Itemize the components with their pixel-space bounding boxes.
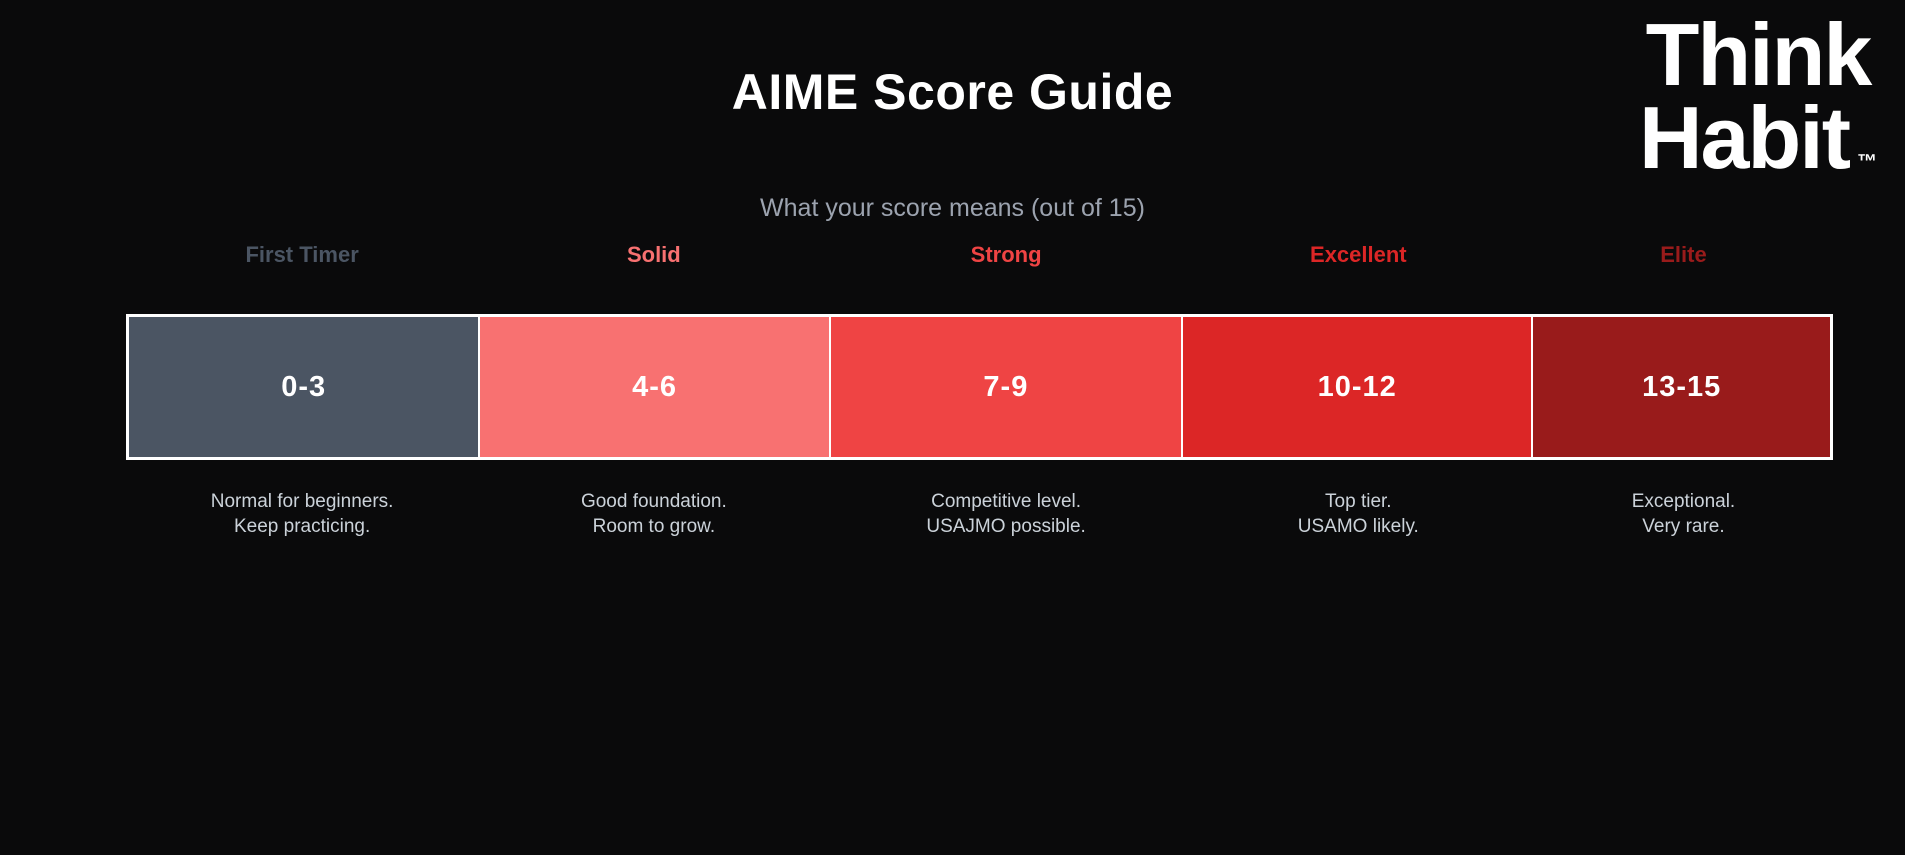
page-subtitle: What your score means (out of 15) [760,194,1145,222]
logo-line-habit: Habit ™ [1639,87,1877,187]
tier-description-elite: Exceptional. Very rare. [1631,491,1736,537]
page-title: AIME Score Guide [731,64,1174,120]
tier-description-strong: Competitive level. USAJMO possible. [926,491,1086,537]
tier-description-excellent: Top tier. USAMO likely. [1297,491,1419,537]
tier-labels-row: First Timer Solid Strong Excellent Elite [126,241,1833,269]
tier-label-first-timer: First Timer [245,242,359,267]
tier-label-strong: Strong [970,242,1042,267]
segment-range-13-15: 13-15 [1531,317,1830,457]
segment-range-0-3: 0-3 [129,317,479,457]
tier-description-solid: Good foundation. Room to grow. [580,491,727,537]
tier-description-first-timer: Normal for beginners. Keep practicing. [210,491,394,537]
tier-label-elite: Elite [1660,242,1707,267]
tier-label-solid: Solid [626,242,681,267]
logo-line-think: Think [1645,5,1873,104]
trademark-symbol: ™ [1857,150,1877,173]
segment-range-10-12: 10-12 [1181,317,1532,457]
score-scale-bar: 0-3 4-6 7-9 10-12 13-15 [126,314,1833,460]
segment-range-4-6: 4-6 [478,317,829,457]
tier-descriptions-row: Normal for beginners. Keep practicing. Go… [126,489,1833,539]
segment-range-7-9: 7-9 [828,317,1182,457]
tier-label-excellent: Excellent [1310,242,1407,267]
think-habit-logo: Think Habit ™ [1639,5,1877,187]
